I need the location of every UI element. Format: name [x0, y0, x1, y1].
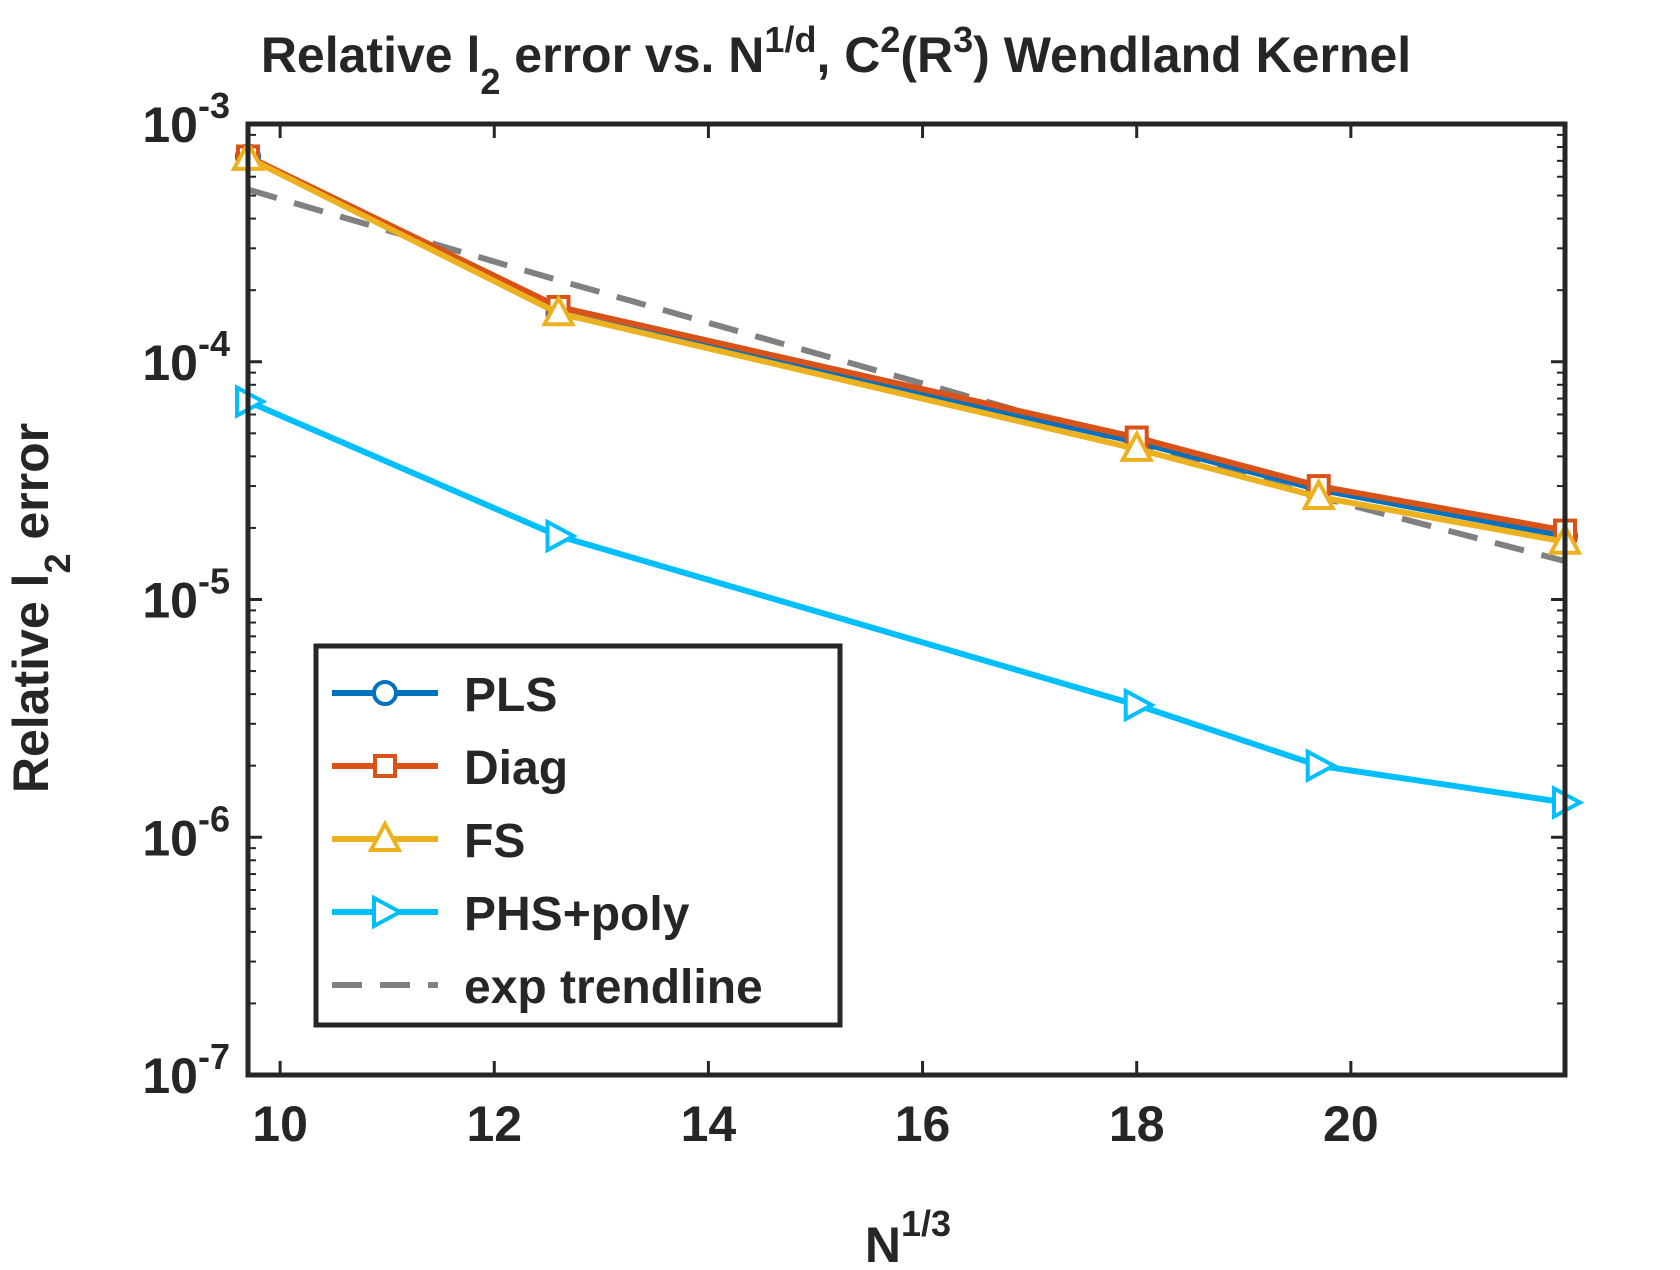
legend-marker-phs-poly	[372, 894, 405, 930]
legend: PLS Diag FS PHS+poly exp trendline	[313, 643, 843, 1028]
legend-marker-pls	[372, 680, 398, 706]
legend-label: FS	[464, 815, 525, 868]
y-tick-label: 10-3	[142, 85, 230, 153]
legend-label: Diag	[464, 742, 568, 795]
x-tick-label: 20	[1323, 1096, 1379, 1152]
legend-entry-diag: Diag	[332, 742, 568, 795]
legend-entry-pls: PLS	[332, 669, 557, 722]
data-point-phs-poly	[1305, 748, 1338, 784]
y-tick-label: 10-7	[142, 1036, 230, 1104]
data-point-fs	[1119, 429, 1155, 462]
x-axis-label: N1/3	[865, 1203, 951, 1270]
legend-label: PHS+poly	[464, 888, 690, 941]
data-point-phs-poly	[1123, 687, 1156, 723]
legend-label: PLS	[464, 669, 557, 722]
x-tick-label: 16	[895, 1096, 951, 1152]
x-tick-label: 14	[681, 1096, 737, 1152]
legend-label: exp trendline	[464, 961, 763, 1014]
legend-marker-fs	[367, 819, 403, 852]
x-tick-label: 10	[252, 1096, 308, 1152]
y-axis-label: Relative l2 error	[3, 423, 78, 793]
data-point-fs	[541, 294, 576, 327]
data-point-fs	[1301, 477, 1337, 510]
plot-area-frame	[245, 121, 1568, 1078]
legend-box	[313, 643, 843, 1028]
legend-entry-phs-poly: PHS+poly	[332, 888, 690, 941]
data-point-phs-poly	[545, 518, 578, 554]
legend-entry-exp-trendline: exp trendline	[332, 961, 763, 1014]
legend-entry-fs: FS	[332, 815, 525, 868]
y-tick-label: 10-4	[142, 323, 230, 391]
y-tick-label: 10-5	[142, 561, 230, 629]
x-tick-label: 18	[1109, 1096, 1165, 1152]
x-tick-label: 12	[466, 1096, 522, 1152]
legend-marker-diag	[373, 754, 397, 778]
chart-title: Relative l2 error vs. N1/d, C2(R3) Wendl…	[261, 19, 1411, 102]
y-tick-label: 10-6	[142, 798, 230, 866]
series-phs-poly	[235, 384, 1585, 820]
